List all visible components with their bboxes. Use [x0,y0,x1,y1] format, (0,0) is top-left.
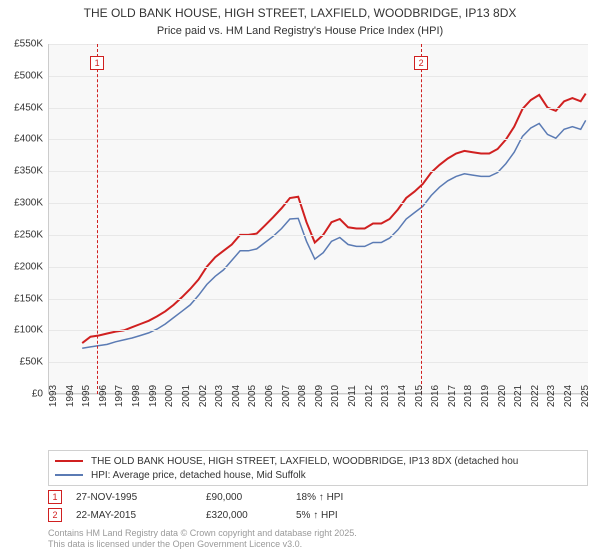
xtick-label: 2010 [330,385,341,407]
footer-line-1: Contains HM Land Registry data © Crown c… [48,528,357,539]
xtick-label: 2002 [198,385,209,407]
xtick-label: 2023 [546,385,557,407]
chart-subtitle: Price paid vs. HM Land Registry's House … [0,22,600,38]
xtick-label: 2014 [397,385,408,407]
plot-svg [49,44,589,394]
ytick-label: £450K [14,102,43,113]
ytick-label: £50K [20,357,43,368]
legend-label-hpi: HPI: Average price, detached house, Mid … [91,470,306,481]
transaction-row-1: 1 27-NOV-1995 £90,000 18% ↑ HPI [48,488,588,506]
xtick-label: 2011 [347,385,358,407]
series-line-property [82,94,586,344]
xtick-label: 2008 [297,385,308,407]
xtick-label: 2016 [430,385,441,407]
xtick-label: 2015 [414,385,425,407]
xtick-label: 1996 [98,385,109,407]
xtick-label: 2022 [530,385,541,407]
xtick-label: 2017 [447,385,458,407]
xtick-label: 2025 [580,385,591,407]
plot-region: 12 [48,44,588,394]
xtick-label: 1998 [131,385,142,407]
legend-swatch-property [55,460,83,462]
transaction-delta-1: 18% ↑ HPI [296,492,416,503]
footer: Contains HM Land Registry data © Crown c… [48,528,357,551]
transactions-table: 1 27-NOV-1995 £90,000 18% ↑ HPI 2 22-MAY… [48,488,588,524]
xtick-label: 2007 [281,385,292,407]
transaction-price-1: £90,000 [206,492,296,503]
transaction-date-2: 22-MAY-2015 [76,510,206,521]
xtick-label: 2000 [164,385,175,407]
xtick-label: 2001 [181,385,192,407]
chart-container: THE OLD BANK HOUSE, HIGH STREET, LAXFIEL… [0,0,600,560]
transaction-marker-1: 1 [48,490,62,504]
ytick-label: £350K [14,166,43,177]
transaction-delta-2: 5% ↑ HPI [296,510,416,521]
legend-swatch-hpi [55,474,83,476]
ytick-label: £550K [14,39,43,50]
footer-line-2: This data is licensed under the Open Gov… [48,539,357,550]
ytick-label: £250K [14,229,43,240]
chart-marker-2: 2 [414,56,428,70]
xtick-label: 2006 [264,385,275,407]
xtick-label: 2004 [231,385,242,407]
legend: THE OLD BANK HOUSE, HIGH STREET, LAXFIEL… [48,450,588,486]
transaction-price-2: £320,000 [206,510,296,521]
xtick-label: 2013 [380,385,391,407]
legend-item-hpi: HPI: Average price, detached house, Mid … [55,468,581,482]
ytick-label: £400K [14,134,43,145]
chart-title: THE OLD BANK HOUSE, HIGH STREET, LAXFIEL… [0,0,600,22]
legend-label-property: THE OLD BANK HOUSE, HIGH STREET, LAXFIEL… [91,456,518,467]
xtick-label: 1994 [65,385,76,407]
xtick-label: 2020 [497,385,508,407]
xtick-label: 1999 [148,385,159,407]
ytick-label: £150K [14,293,43,304]
xtick-label: 2021 [513,385,524,407]
transaction-marker-2: 2 [48,508,62,522]
xtick-label: 1993 [48,385,59,407]
xtick-label: 2005 [247,385,258,407]
xtick-label: 2012 [364,385,375,407]
legend-item-property: THE OLD BANK HOUSE, HIGH STREET, LAXFIEL… [55,454,581,468]
transaction-row-2: 2 22-MAY-2015 £320,000 5% ↑ HPI [48,506,588,524]
chart-marker-1: 1 [90,56,104,70]
transaction-date-1: 27-NOV-1995 [76,492,206,503]
ytick-label: £500K [14,70,43,81]
xtick-label: 2003 [214,385,225,407]
ytick-label: £0 [32,389,43,400]
xtick-label: 2019 [480,385,491,407]
xtick-label: 1997 [114,385,125,407]
chart-area: 12 £0£50K£100K£150K£200K£250K£300K£350K£… [48,44,588,424]
xtick-label: 1995 [81,385,92,407]
ytick-label: £300K [14,198,43,209]
xtick-label: 2024 [563,385,574,407]
ytick-label: £200K [14,261,43,272]
xtick-label: 2018 [463,385,474,407]
xtick-label: 2009 [314,385,325,407]
ytick-label: £100K [14,325,43,336]
